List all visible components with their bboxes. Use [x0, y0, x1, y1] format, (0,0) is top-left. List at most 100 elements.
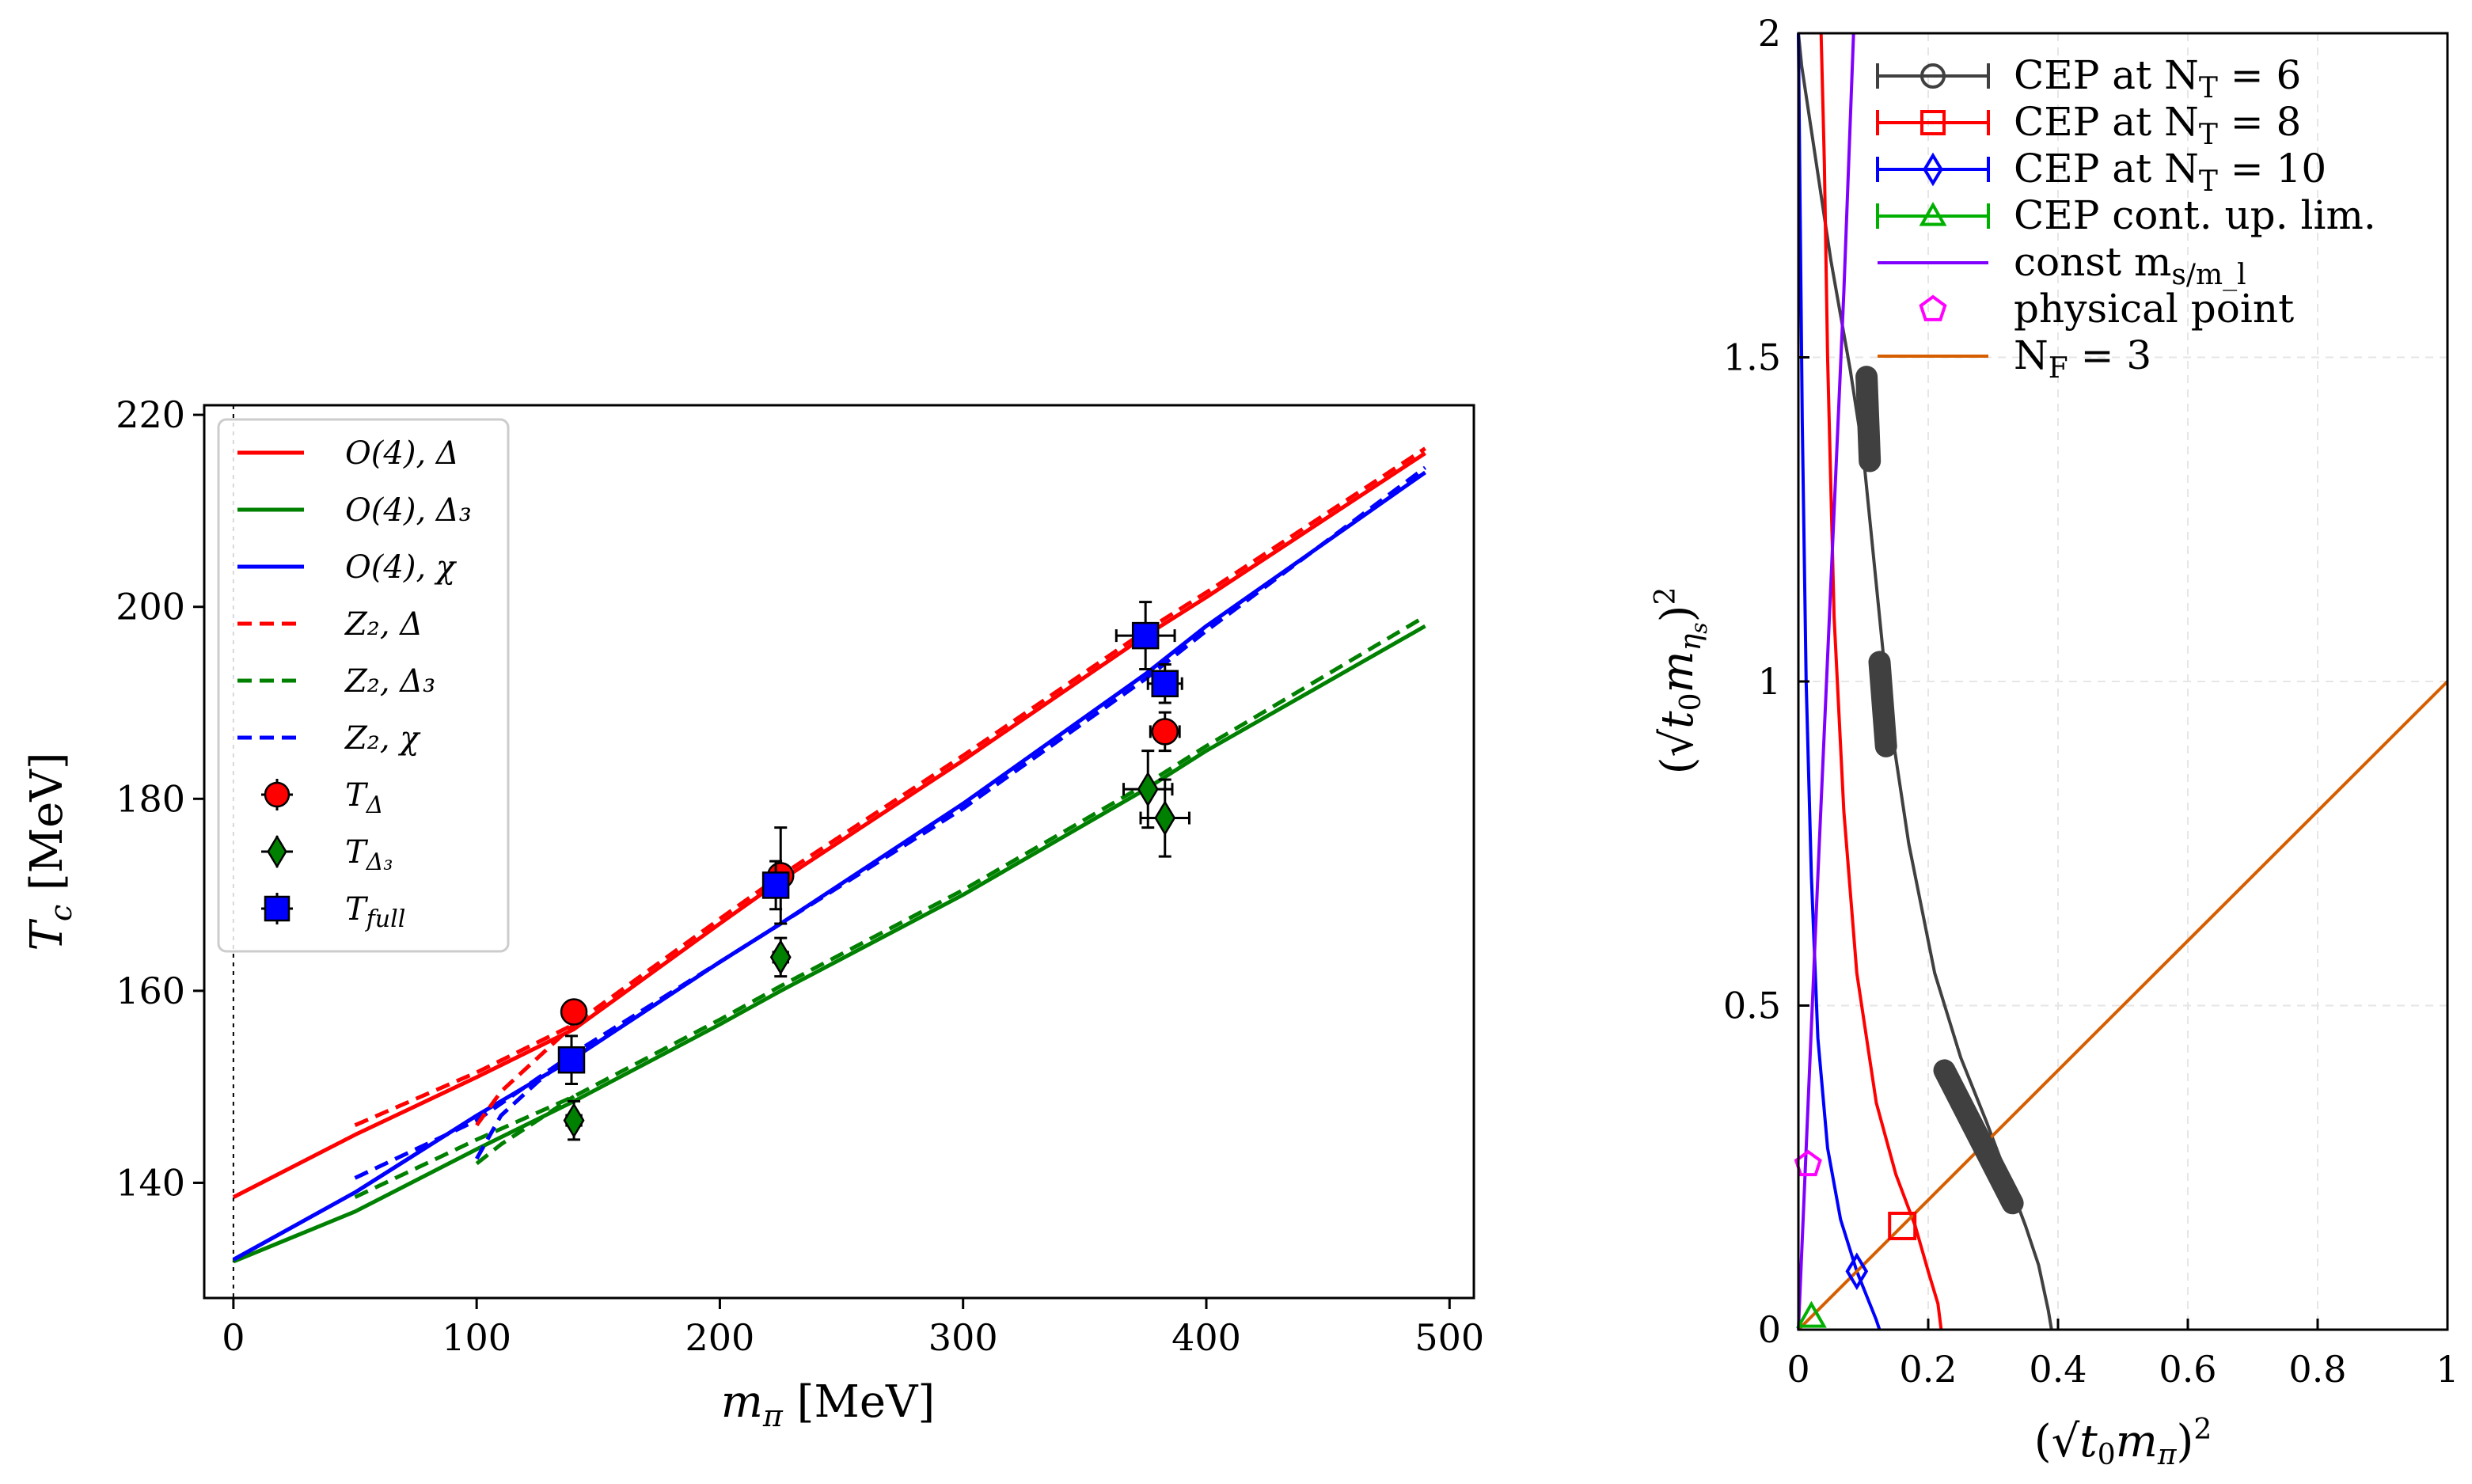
- chart1-legend-marker: [267, 834, 287, 869]
- chart2-marker-n-t-8-on-n-f-3: [1888, 1211, 1917, 1240]
- chart2-legend-label: CEP cont. up. lim.: [2014, 192, 2376, 238]
- chart1-line-o-4: [232, 624, 1426, 1264]
- chart1-point-marker: [1154, 800, 1176, 836]
- chart1-data-points: [557, 601, 1190, 1141]
- chart2-legend-item: physical point: [1919, 286, 2294, 332]
- chart2-line-cep-at-n-t-10: [1797, 32, 1882, 1330]
- chart1-point-marker: [557, 1046, 586, 1074]
- chart1-line-z-x-100: [475, 1095, 575, 1166]
- chart1-x-tick-label: 200: [685, 1316, 755, 1359]
- chart1-legend-marker: [264, 781, 290, 808]
- tc-vs-mpi-chart: 0 100 200 300 400 500 140 160 180 200 220 mπ [MeV]…: [21, 393, 1484, 1433]
- chart1-point-marker: [1131, 621, 1160, 650]
- chart2-nt6-band: [1855, 366, 1882, 473]
- chart1-y-tick-label: 180: [116, 777, 185, 820]
- chart1-point-marker: [1151, 718, 1179, 746]
- chart1-x-tick-label: 0: [222, 1316, 245, 1359]
- chart1-point-marker: [1151, 670, 1179, 697]
- chart1-legend-label: Z₂, Δ: [344, 606, 423, 643]
- cep-chart: 0 0.2 0.4 0.6 0.8 1 0 0.5 1 1.5 2 (√t0mπ)2 (√t0mηs…: [1650, 12, 2459, 1471]
- chart1-point-t-full: [1114, 601, 1176, 671]
- chart1-legend-box: [217, 418, 510, 953]
- chart2-legend-marker: [1920, 63, 1946, 89]
- chart1-legend-label: O(4), χ: [345, 549, 458, 586]
- chart1-point-t: [560, 998, 588, 1026]
- chart1-legend-item: TΔ: [261, 777, 383, 819]
- chart2-line-cep-at-n-t-8: [1819, 32, 1943, 1330]
- chart2-legend-item: NF = 3: [1878, 332, 2151, 385]
- chart1-line-z: [354, 614, 1426, 1199]
- chart1-point-t: [1149, 711, 1181, 753]
- chart1-legend-item: O(4), χ: [237, 549, 458, 586]
- chart2-x-tick-label: 0: [1787, 1348, 1809, 1391]
- chart1-point-t: [1139, 778, 1190, 858]
- chart2-y-axis-label: (√t0mηs)2: [1650, 587, 1712, 775]
- chart2-x-tick-label: 0.4: [2029, 1348, 2087, 1391]
- chart1-point-t: [1122, 750, 1174, 829]
- chart2-x-tick-label: 0.8: [2288, 1348, 2346, 1391]
- chart1-legend-label: O(4), Δ: [345, 435, 459, 472]
- chart1-legend-item: Z₂, χ: [237, 720, 421, 757]
- chart2-y-tick-label: 1: [1758, 660, 1781, 703]
- chart1-x-tick-label: 500: [1414, 1316, 1484, 1359]
- chart1-point-marker: [761, 871, 790, 899]
- chart2-grid: [1798, 33, 2447, 1330]
- chart1-legend-label: Z₂, Δ₃: [344, 663, 435, 700]
- chart2-x-axis-label: (√t0mπ)2: [2034, 1414, 2212, 1471]
- chart1-point-t: [563, 1099, 585, 1141]
- chart2-y-tick-label: 0.5: [1723, 985, 1781, 1027]
- chart2-x-tick-label: 0.6: [2159, 1348, 2216, 1391]
- chart2-x-tick-label: 1: [2436, 1348, 2459, 1391]
- chart1-y-tick-label: 160: [116, 970, 185, 1012]
- chart1-y-tick-label: 140: [116, 1161, 185, 1204]
- chart1-legend-item: Z₂, Δ₃: [237, 663, 435, 700]
- chart1-line-z-x-100: [475, 1023, 575, 1127]
- chart2-legend-item: const ms/m_l: [1878, 239, 2246, 291]
- chart1-plot-frame: [203, 404, 1475, 1300]
- chart1-y-tick-label: 200: [116, 586, 185, 628]
- chart1-legend-label: O(4), Δ₃: [345, 492, 472, 529]
- chart1-legend-item: Z₂, Δ: [237, 606, 423, 643]
- chart1-legend-label: TΔ₃: [345, 834, 393, 876]
- chart1-y-axis-label: Tc [MeV]: [21, 752, 78, 951]
- chart2-legend-item: CEP cont. up. lim.: [1876, 192, 2376, 238]
- chart1-axis-ticks: 0 100 200 300 400 500 140 160 180 200 220: [116, 393, 1484, 1359]
- chart1-legend-item: Tfull: [261, 891, 405, 933]
- chart2-legend-label: CEP at NT = 8: [2014, 99, 2301, 151]
- chart1-x-tick-label: 100: [442, 1316, 511, 1359]
- chart1-legend-items: O(4), Δ O(4), Δ₃ O(4), χ Z₂, Δ Z₂, Δ₃ Z₂, χ TΔ…: [237, 435, 472, 933]
- chart2-legend-label: const ms/m_l: [2014, 239, 2246, 291]
- chart1-legend-item: TΔ₃: [261, 834, 393, 876]
- chart1-point-marker: [769, 939, 792, 975]
- chart1-legend-label: Z₂, χ: [344, 720, 421, 757]
- chart1-point-marker: [1137, 771, 1159, 807]
- chart2-nt6-band: [1868, 651, 1897, 757]
- chart2-legend-label: NF = 3: [2014, 332, 2151, 385]
- chart2-nt6-bands: [1855, 366, 2024, 1215]
- chart1-x-tick-label: 300: [928, 1316, 998, 1359]
- chart2-legend-item: CEP at NT = 6: [1876, 52, 2301, 104]
- chart1-line-o-4: [232, 451, 1426, 1199]
- chart2-series-lines: [1797, 32, 2449, 1331]
- chart2-nt6-band: [1933, 1059, 2024, 1215]
- chart2-y-tick-label: 0: [1758, 1308, 1781, 1351]
- chart1-point-marker: [560, 998, 588, 1026]
- chart2-line-const-m-s-m-l: [1797, 32, 1855, 1330]
- chart2-legend-marker: [1923, 152, 1943, 187]
- chart1-point-t: [769, 936, 792, 978]
- chart1-legend-marker: [264, 895, 290, 922]
- chart2-y-tick-label: 1.5: [1723, 336, 1781, 379]
- chart1-legend-item: O(4), Δ: [237, 435, 459, 472]
- chart2-legend-item: CEP at NT = 10: [1876, 146, 2326, 198]
- chart2-legend-marker: [1919, 201, 1947, 226]
- chart2-x-tick-label: 0.2: [1899, 1348, 1957, 1391]
- chart1-legend-label: Tfull: [345, 891, 405, 933]
- chart1-y-tick-label: 220: [116, 393, 185, 436]
- chart1-point-t-full: [557, 1034, 586, 1086]
- chart2-y-tick-label: 2: [1758, 12, 1781, 55]
- chart1-legend-item: O(4), Δ₃: [237, 492, 472, 529]
- chart1-point-t-full: [1146, 662, 1183, 704]
- chart1-legend-label: TΔ: [345, 777, 383, 819]
- chart2-marker-n-t-10-on-n-f-3: [1845, 1252, 1869, 1291]
